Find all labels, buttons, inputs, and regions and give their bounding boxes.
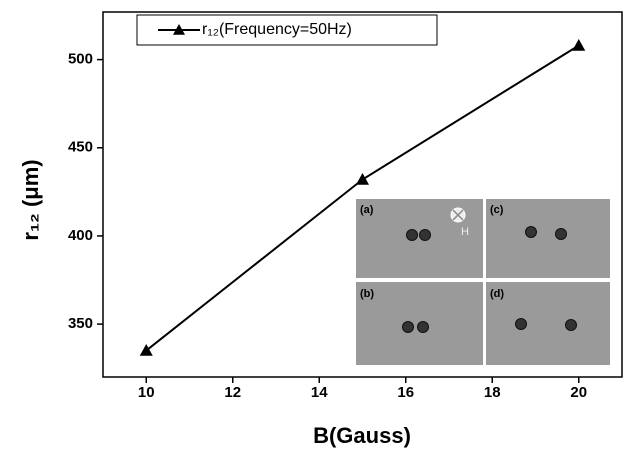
particle <box>515 318 527 330</box>
legend-label: r₁₂(Frequency=50Hz) <box>202 21 352 38</box>
field-symbol-cross <box>452 209 464 221</box>
x-axis-label: B(Gauss) <box>313 423 411 448</box>
marker <box>356 173 369 185</box>
y-tick-label: 450 <box>68 139 93 156</box>
inset-panel <box>486 282 610 365</box>
particle <box>402 321 414 333</box>
particle <box>406 229 418 241</box>
x-tick-label: 20 <box>570 384 587 401</box>
y-tick-label: 400 <box>68 227 93 244</box>
field-label: H <box>461 226 469 238</box>
inset-label: (d) <box>490 288 504 300</box>
y-axis-label: r₁₂ (μm) <box>18 159 43 240</box>
legend-marker <box>173 24 185 35</box>
particles <box>402 226 577 333</box>
y-tick-label: 500 <box>68 51 93 68</box>
x-tick-label: 14 <box>311 384 328 401</box>
inset-label: (c) <box>490 204 504 216</box>
marker <box>572 39 586 51</box>
particle <box>417 321 429 333</box>
x-tick-label: 12 <box>224 384 241 401</box>
y-tick-label: 350 <box>68 315 93 332</box>
marker <box>139 344 153 356</box>
inset: (a) (c) (b) (d) H <box>355 198 611 366</box>
x-tick-label: 18 <box>484 384 501 401</box>
inset-panel <box>486 199 610 278</box>
inset-label: (a) <box>360 204 374 216</box>
plot-frame <box>102 11 623 378</box>
particle <box>525 226 537 238</box>
x-tick-label: 16 <box>397 384 414 401</box>
x-tick-label: 10 <box>138 384 155 401</box>
inset-label: (b) <box>360 288 374 300</box>
particle <box>565 319 577 331</box>
particle <box>419 229 431 241</box>
particle <box>555 228 567 240</box>
